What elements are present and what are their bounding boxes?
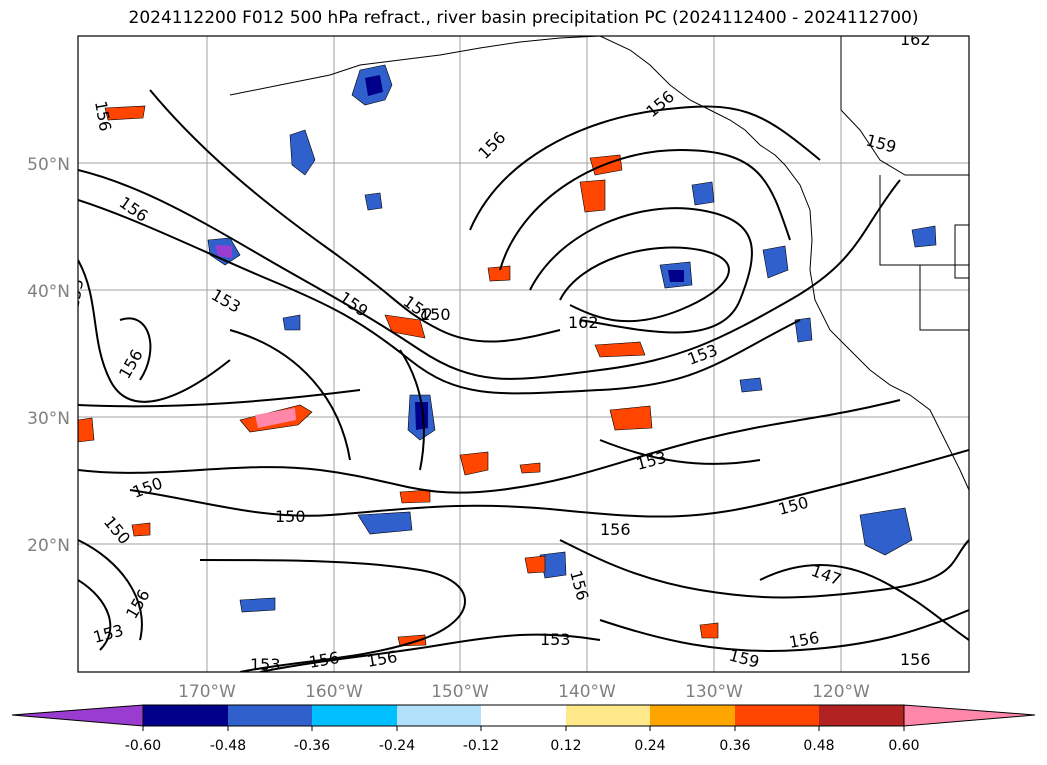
contour-label: 156 <box>900 650 931 669</box>
colorbar-segment <box>228 705 312 726</box>
contour-label: 153 <box>540 630 571 649</box>
lat-label: 40°N <box>27 282 70 302</box>
colorbar-segment <box>312 705 397 726</box>
colorbar-segment <box>735 705 819 726</box>
lat-label: 50°N <box>27 155 70 175</box>
contour-label: 156 <box>600 520 631 539</box>
colorbar-tick-label: -0.12 <box>463 738 499 754</box>
contour-label: 150 <box>420 305 451 324</box>
contour-label: 150 <box>275 507 306 526</box>
colorbar-ticks <box>142 726 905 731</box>
colorbar-segment <box>397 705 481 726</box>
colorbar-outline <box>142 704 905 727</box>
lon-label: 160°W <box>305 682 363 702</box>
colorbar-extend-over <box>903 704 1036 727</box>
lon-label: 120°W <box>812 682 870 702</box>
lon-label: 170°W <box>178 682 236 702</box>
colorbar-tick-label: 0.24 <box>634 738 665 754</box>
colorbar-extend-under <box>11 704 144 727</box>
contour-label: 153 <box>63 277 87 310</box>
contour-label: 162 <box>568 313 599 332</box>
lon-label: 130°W <box>685 682 743 702</box>
colorbar-tick-label: 0.36 <box>719 738 750 754</box>
colorbar-segment <box>819 705 904 726</box>
contours <box>78 89 969 672</box>
map-title: 2024112200 F012 500 hPa refract., river … <box>128 8 919 28</box>
colorbar-tick-label: 0.48 <box>803 738 834 754</box>
colorbar-segment <box>566 705 650 726</box>
lon-label: 150°W <box>431 682 489 702</box>
contour-label: 162 <box>900 30 931 49</box>
coastlines <box>229 36 969 491</box>
lat-label: 30°N <box>27 409 70 429</box>
lon-label: 140°W <box>558 682 616 702</box>
colorbar-segment <box>650 705 735 726</box>
colorbar-tick-label: -0.24 <box>379 738 415 754</box>
lat-label: 20°N <box>27 536 70 556</box>
map-frame <box>77 35 970 673</box>
colorbar-segment <box>481 705 566 726</box>
contour-label: 153 <box>250 655 281 674</box>
colorbar: -0.60 -0.48 -0.36 -0.24 -0.12 0.12 0.24 … <box>11 704 1036 754</box>
colorbar-tick-label: -0.36 <box>294 738 330 754</box>
colorbar-tick-label: -0.48 <box>210 738 246 754</box>
colorbar-tick-label: -0.60 <box>125 738 161 754</box>
colorbar-tick-label: 0.60 <box>888 738 919 754</box>
colorbar-tick-label: 0.12 <box>550 738 581 754</box>
colorbar-segment <box>143 705 228 726</box>
